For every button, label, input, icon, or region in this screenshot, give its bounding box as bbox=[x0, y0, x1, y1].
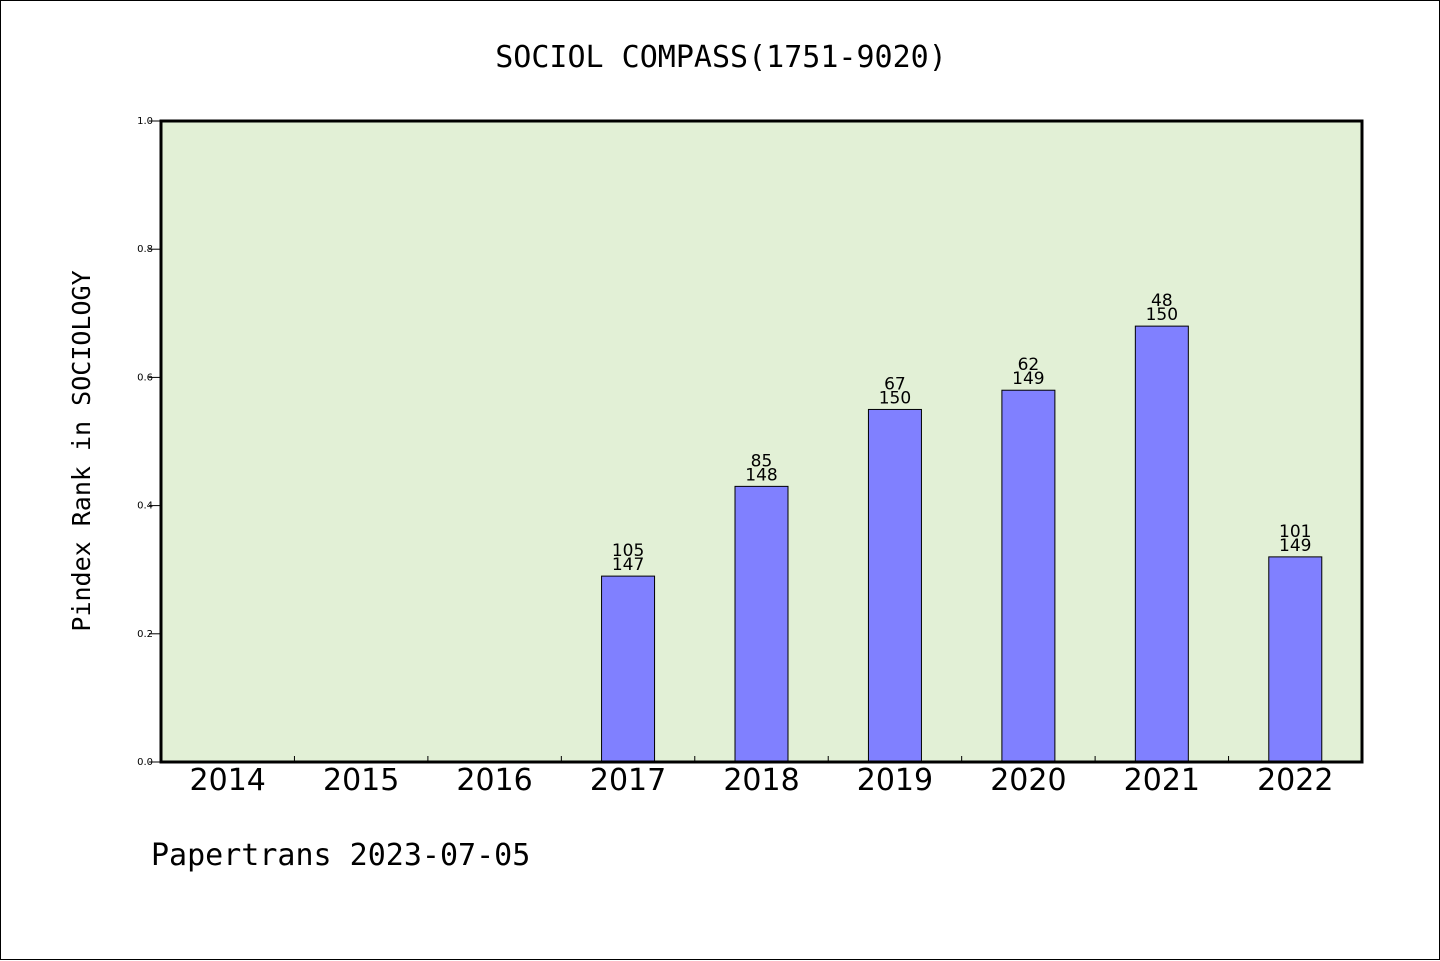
bar-rank-label: 48 bbox=[1151, 291, 1173, 311]
bar-2022 bbox=[1268, 556, 1323, 763]
y-axis-label: Pindex Rank in SOCIOLOGY bbox=[67, 270, 96, 631]
ticks-layer: 0.0 0.2 0.4 0.6 0.8 1.0 2014 2015 2016 2017 2018 20… bbox=[137, 116, 1333, 798]
bar-total-label: 150 bbox=[879, 388, 911, 408]
bar-rank-label: 62 bbox=[1018, 355, 1040, 375]
bar-rank-label: 105 bbox=[612, 541, 644, 561]
bar-total-label: 149 bbox=[1012, 369, 1044, 389]
chart-title: SOCIOL COMPASS(1751-9020) bbox=[495, 40, 947, 75]
x-tick-label: 2017 bbox=[590, 763, 666, 798]
footer-credit: Papertrans 2023-07-05 bbox=[151, 838, 530, 873]
y-tick-label: 0.0 bbox=[137, 757, 153, 768]
bar-rank-label: 67 bbox=[884, 374, 906, 394]
bar-rank-label: 101 bbox=[1279, 522, 1311, 542]
y-tick-label: 0.8 bbox=[137, 244, 153, 255]
x-tick-label: 2020 bbox=[990, 763, 1066, 798]
x-tick-label: 2014 bbox=[190, 763, 266, 798]
x-tick-label: 2021 bbox=[1124, 763, 1200, 798]
bar-total-label: 148 bbox=[745, 465, 777, 485]
bar-2020 bbox=[1001, 389, 1056, 763]
y-tick-label: 0.2 bbox=[137, 629, 153, 640]
bar-rank-label: 85 bbox=[751, 451, 773, 471]
bar-total-label: 147 bbox=[612, 555, 644, 575]
plot-border bbox=[159, 119, 1364, 764]
x-tick-label: 2016 bbox=[456, 763, 532, 798]
x-tick-label: 2015 bbox=[323, 763, 399, 798]
y-tick-label: 0.6 bbox=[137, 372, 153, 383]
bar-2021 bbox=[1134, 325, 1189, 763]
bar-2017 bbox=[601, 575, 656, 763]
bar-2018 bbox=[734, 485, 789, 763]
bar-2019 bbox=[867, 408, 922, 763]
bar-total-label: 150 bbox=[1146, 305, 1178, 325]
x-tick-label: 2019 bbox=[857, 763, 933, 798]
y-tick-label: 0.4 bbox=[137, 501, 153, 512]
x-tick-label: 2018 bbox=[723, 763, 799, 798]
x-tick-label: 2022 bbox=[1257, 763, 1333, 798]
bar-total-label: 149 bbox=[1279, 536, 1311, 556]
y-tick-label: 1.0 bbox=[137, 116, 153, 127]
